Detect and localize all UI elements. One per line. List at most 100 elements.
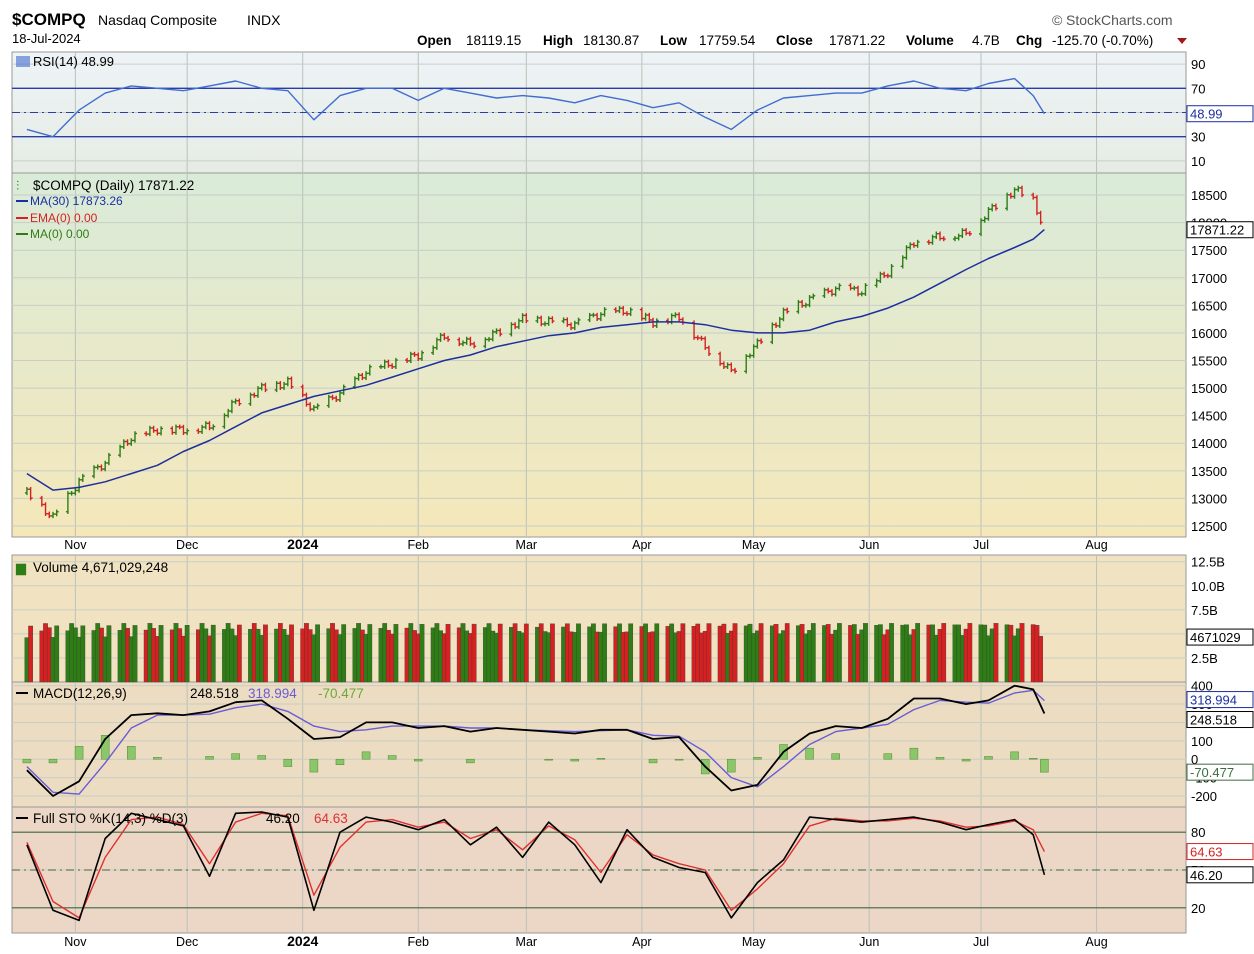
volume-current-value-text: 4671029 [1190, 630, 1241, 645]
macd-histogram-bar [283, 758, 293, 767]
macd-histogram-bar [1010, 751, 1019, 760]
ma30-line [26, 229, 1045, 491]
ohlc-summary: Open 18119.15 High 18130.87 Low 17759.54… [417, 33, 1187, 48]
volume-bar [993, 623, 999, 683]
svg-text:RSI(14) 48.99: RSI(14) 48.99 [33, 54, 114, 69]
price-current-value-text: 17871.22 [1190, 223, 1244, 238]
price-tick-label: 18500 [1191, 188, 1227, 203]
volume-bar [810, 623, 816, 683]
macd-histogram-bar [361, 751, 371, 760]
x-tick-label: Jun [859, 935, 879, 949]
macd-histogram-bar [100, 735, 110, 760]
volume-bars-icon: ▆ [15, 560, 27, 576]
volume-bar [784, 623, 790, 683]
series-layer [22, 77, 1049, 922]
macd-histogram-bar [674, 758, 684, 761]
high-value: 18130.87 [583, 33, 639, 48]
svg-text:$COMPQ (Daily) 17871.22: $COMPQ (Daily) 17871.22 [33, 178, 194, 193]
price-tick-label: 16000 [1191, 326, 1227, 341]
volume-bar [54, 625, 60, 683]
x-tick-label: Dec [176, 935, 198, 949]
macd-histogram-bar [205, 756, 214, 760]
macd-tick-label: -200 [1191, 789, 1217, 804]
x-tick-label: Mar [516, 538, 538, 552]
macd-histogram-bar [935, 757, 945, 760]
rsi-legend: RSI(14) 48.99 [16, 54, 114, 69]
price-current-value-box [1186, 221, 1254, 239]
volume-bar [315, 624, 320, 683]
volume-bar [654, 623, 660, 683]
volume-bar [158, 625, 164, 683]
macd-histogram-bar [153, 757, 162, 760]
high-label: High [543, 33, 573, 48]
rsi-tick-label: 90 [1191, 57, 1205, 72]
stochastic-d-current-box [1186, 843, 1254, 861]
macd-histogram-bar [127, 746, 136, 760]
svg-text:318.994: 318.994 [248, 686, 297, 701]
macd-histogram-current: -70.477 [1186, 763, 1254, 781]
chg-value: -125.70 (-0.70%) [1052, 33, 1153, 48]
price-tick-label: 15500 [1191, 354, 1227, 369]
close-value: 17871.22 [829, 33, 885, 48]
macd-histogram-bar [544, 758, 553, 761]
x-tick-label: Jul [973, 935, 989, 949]
volume-bar [680, 623, 686, 683]
rsi-tick-label: 70 [1191, 81, 1205, 96]
volume-bar [289, 624, 294, 683]
svg-text:MACD(12,26,9): MACD(12,26,9) [33, 686, 127, 701]
volume-bar [471, 623, 477, 683]
price-tick-label: 17500 [1191, 243, 1227, 258]
macd-histogram-bar [883, 753, 893, 760]
stochastic-d-current-text: 64.63 [1190, 845, 1223, 860]
volume-bar [341, 624, 347, 683]
low-value: 17759.54 [699, 33, 756, 48]
stochastic-k-line [26, 811, 1046, 922]
volume-tick-label: 7.5B [1191, 603, 1218, 618]
volume-bar [1019, 623, 1025, 683]
volume-bar [523, 623, 529, 683]
volume-bar [602, 623, 607, 683]
low-label: Low [660, 33, 687, 48]
price-current-value: 17871.22 [1186, 221, 1254, 239]
volume-bar [132, 625, 138, 683]
volume-bar [28, 625, 33, 683]
svg-text:Full STO %K(14,3) %D(3): Full STO %K(14,3) %D(3) [33, 811, 188, 826]
svg-text:-70.477: -70.477 [318, 686, 364, 701]
macd-line [26, 684, 1046, 797]
macd-current-text: 248.518 [1190, 713, 1237, 728]
price-legend: ⫶ $COMPQ (Daily) 17871.22 MA(30) 17873.2… [16, 178, 194, 241]
macd-histogram-bar [231, 753, 240, 760]
chg-label: Chg [1016, 33, 1042, 48]
volume-bar [889, 623, 894, 683]
brand: StockCharts.com [1066, 12, 1173, 28]
volume-bar [263, 624, 268, 683]
macd-histogram-bar [335, 758, 345, 765]
macd-histogram-bar [48, 758, 58, 764]
macd-histogram-bar [309, 758, 319, 773]
rsi-tick-label: 30 [1191, 130, 1205, 145]
volume-tick-label: 10.0B [1191, 579, 1225, 594]
stochastic-d-line [26, 812, 1046, 919]
volume-bar [210, 624, 216, 683]
price-tick-label: 17000 [1191, 271, 1227, 286]
macd-histogram-bar [1040, 758, 1049, 773]
volume-current-value: 4671029 [1186, 628, 1254, 646]
volume-bar [576, 623, 581, 683]
volume-bar [758, 623, 764, 683]
macd-histogram-bar [909, 747, 919, 760]
macd-histogram-bar [727, 758, 736, 773]
x-tick-label: Dec [176, 538, 198, 552]
price-tick-label: 15000 [1191, 381, 1227, 396]
macd-signal-current-box [1186, 691, 1254, 709]
macd-histogram-bar [831, 753, 840, 760]
line-icon [16, 56, 30, 67]
macd-current-box [1186, 711, 1254, 729]
volume-bar [106, 625, 112, 683]
macd-current: 248.518 [1186, 711, 1254, 729]
volume-bar [497, 623, 503, 683]
macd-histogram-bar [387, 755, 397, 760]
volume-bar [367, 624, 373, 683]
volume-bar [915, 623, 921, 683]
svg-text:EMA(0) 0.00: EMA(0) 0.00 [30, 211, 98, 225]
